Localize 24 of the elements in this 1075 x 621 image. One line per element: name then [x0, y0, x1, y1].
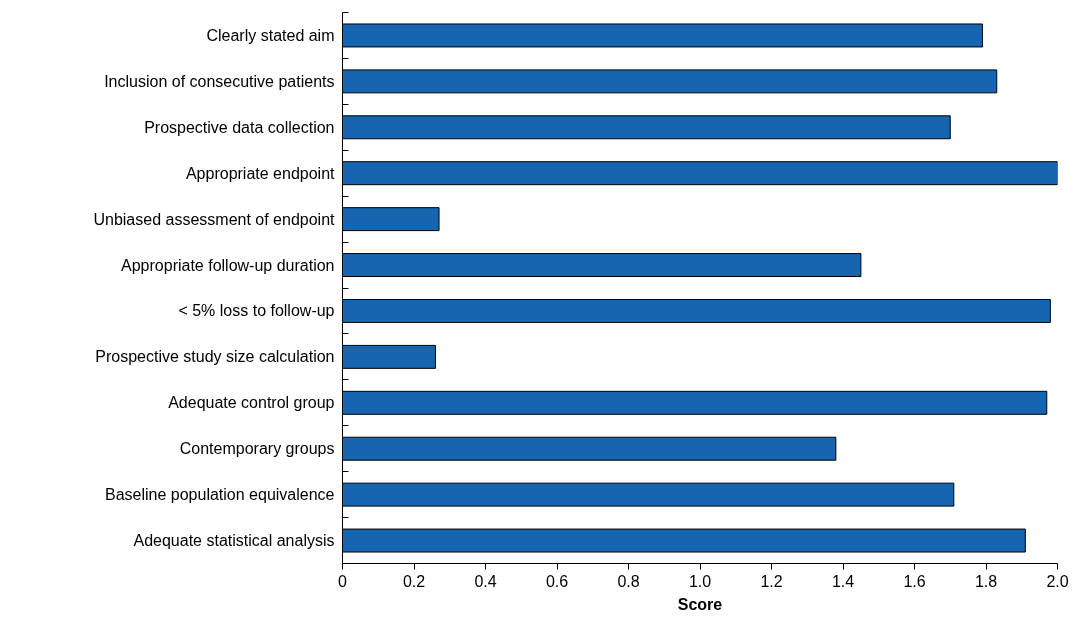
y-tick-label: Appropriate follow-up duration — [121, 256, 335, 274]
y-tick-label: Clearly stated aim — [206, 26, 335, 44]
y-tick-label: Prospective data collection — [144, 118, 335, 136]
y-tick-label: < 5% loss to follow-up — [178, 302, 335, 320]
x-tick-label: 0.6 — [545, 572, 569, 590]
y-tick-label: Contemporary groups — [179, 440, 335, 458]
x-tick-label: 0.8 — [617, 572, 640, 590]
y-tick-label: Baseline population equivalence — [104, 486, 335, 504]
x-tick-label: 1.4 — [831, 572, 855, 590]
y-tick-label: Prospective study size calculation — [95, 348, 335, 366]
y-tick-label: Adequate statistical analysis — [133, 532, 335, 550]
y-tick-label: Appropriate endpoint — [185, 164, 336, 182]
x-tick-label: 1.0 — [688, 572, 712, 590]
x-tick-label: 0.2 — [402, 572, 426, 590]
x-tick-label: 0 — [338, 572, 348, 590]
x-tick-label: 1.8 — [974, 572, 998, 590]
x-tick-label: 1.2 — [760, 572, 783, 590]
x-tick-label: 1.6 — [903, 572, 926, 590]
x-axis-title: Score — [677, 595, 723, 613]
y-tick-label: Adequate control group — [168, 394, 335, 412]
x-tick-label: 0.4 — [474, 572, 497, 590]
x-tick-label: 2.0 — [1046, 572, 1069, 590]
y-tick-label: Unbiased assessment of endpoint — [93, 210, 336, 228]
y-tick-label: Inclusion of consecutive patients — [104, 72, 335, 90]
